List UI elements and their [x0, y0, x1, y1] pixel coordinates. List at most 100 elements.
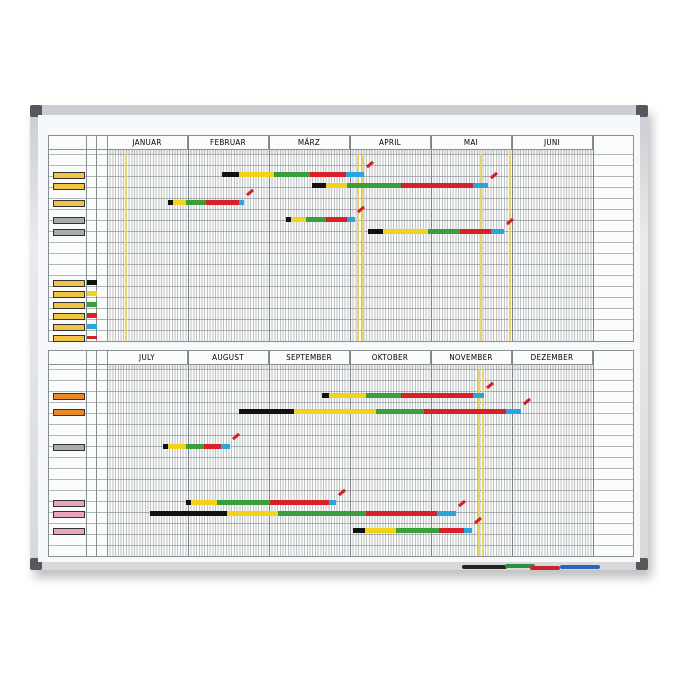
month-divider	[269, 136, 270, 341]
bar-segment-red[interactable]	[205, 200, 240, 205]
bar-segment-blue[interactable]	[473, 393, 484, 398]
legend-label-tag	[53, 302, 85, 309]
bar-segment-red[interactable]	[401, 393, 474, 398]
label-tag-yellow[interactable]	[53, 200, 85, 207]
bar-segment-blue[interactable]	[346, 217, 355, 222]
legend-label-tag	[53, 324, 85, 331]
legend-chip-arrow	[87, 336, 97, 339]
month-divider	[431, 351, 432, 556]
marker-pen[interactable]	[530, 566, 560, 570]
bar-segment-black[interactable]	[222, 172, 240, 177]
month-divider	[188, 351, 189, 556]
highlight-line	[124, 154, 127, 341]
label-tag-pink[interactable]	[53, 528, 85, 535]
bar-segment-black[interactable]	[186, 500, 192, 505]
marker-pen[interactable]	[560, 565, 600, 569]
month-divider	[350, 351, 351, 556]
label-tag-gray[interactable]	[53, 217, 85, 224]
legend-chip-blue	[87, 324, 97, 329]
bar-segment-red[interactable]	[269, 500, 329, 505]
label-rows	[49, 369, 107, 556]
bar-segment-green[interactable]	[273, 172, 311, 177]
bar-segment-green[interactable]	[306, 217, 326, 222]
bar-segment-red[interactable]	[366, 511, 437, 516]
bar-segment-black[interactable]	[311, 183, 326, 188]
legend-chip-green	[87, 302, 97, 307]
label-tag-pink[interactable]	[53, 511, 85, 518]
month-header: MAI	[431, 136, 512, 150]
bar-segment-red[interactable]	[401, 183, 474, 188]
bar-segment-black[interactable]	[353, 528, 366, 533]
bar-segment-green[interactable]	[427, 229, 461, 234]
bar-segment-green[interactable]	[346, 183, 402, 188]
bar-segment-blue[interactable]	[464, 528, 473, 533]
bar-segment-black[interactable]	[239, 409, 295, 414]
bar-segment-green[interactable]	[186, 444, 205, 449]
legend-label-tag	[53, 291, 85, 298]
label-tag-orange[interactable]	[53, 409, 85, 416]
month-divider	[512, 351, 513, 556]
bar-segment-blue[interactable]	[490, 229, 504, 234]
bar-segment-red[interactable]	[204, 444, 222, 449]
month-header: MÄRZ	[269, 136, 350, 150]
bar-segment-green[interactable]	[366, 393, 402, 398]
bar-segment-blue[interactable]	[345, 172, 364, 177]
bar-segment-yellow[interactable]	[325, 183, 347, 188]
legend-chip-yellow	[87, 291, 97, 296]
month-divider	[593, 351, 594, 556]
label-tag-gray[interactable]	[53, 229, 85, 236]
month-header: JULY	[107, 351, 188, 365]
label-tag-yellow[interactable]	[53, 183, 85, 190]
bar-segment-green[interactable]	[375, 409, 424, 414]
label-tag-pink[interactable]	[53, 500, 85, 507]
bar-segment-yellow[interactable]	[328, 393, 367, 398]
bar-segment-yellow[interactable]	[383, 229, 428, 234]
bar-segment-green[interactable]	[217, 500, 270, 505]
column-divider	[107, 351, 108, 556]
marker-pen[interactable]	[462, 565, 507, 569]
bar-segment-yellow[interactable]	[294, 409, 376, 414]
highlight-line	[362, 154, 365, 341]
bar-segment-green[interactable]	[277, 511, 367, 516]
marker-pen[interactable]	[505, 564, 535, 568]
bar-segment-green[interactable]	[186, 200, 206, 205]
bar-segment-yellow[interactable]	[239, 172, 274, 177]
label-tag-orange[interactable]	[53, 393, 85, 400]
bar-segment-black[interactable]	[162, 444, 168, 449]
bar-segment-yellow[interactable]	[290, 217, 307, 222]
bar-segment-red[interactable]	[460, 229, 491, 234]
bar-segment-yellow[interactable]	[191, 500, 218, 505]
month-divider	[431, 136, 432, 341]
bar-segment-black[interactable]	[149, 511, 227, 516]
bar-segment-black[interactable]	[167, 200, 173, 205]
bar-segment-yellow[interactable]	[226, 511, 278, 516]
month-divider	[512, 136, 513, 341]
month-header: SEPTEMBER	[269, 351, 350, 365]
frame-corner	[30, 105, 42, 117]
legend-label-tag	[53, 280, 85, 287]
bar-segment-yellow[interactable]	[365, 528, 397, 533]
month-divider	[188, 136, 189, 341]
bar-segment-black[interactable]	[286, 217, 291, 222]
bar-segment-black[interactable]	[321, 393, 329, 398]
bar-segment-red[interactable]	[439, 528, 465, 533]
bar-segment-green[interactable]	[396, 528, 440, 533]
bar-segment-blue[interactable]	[239, 200, 244, 205]
bar-segment-blue[interactable]	[221, 444, 231, 449]
bar-segment-red[interactable]	[325, 217, 347, 222]
bar-segment-blue[interactable]	[506, 409, 521, 414]
month-divider	[269, 351, 270, 556]
column-divider	[107, 136, 108, 341]
bar-segment-red[interactable]	[310, 172, 346, 177]
label-tag-gray[interactable]	[53, 444, 85, 451]
month-divider	[593, 136, 594, 341]
bar-segment-red[interactable]	[423, 409, 507, 414]
bar-segment-black[interactable]	[367, 229, 384, 234]
label-tag-yellow[interactable]	[53, 172, 85, 179]
bar-segment-blue[interactable]	[436, 511, 457, 516]
bar-segment-yellow[interactable]	[172, 200, 187, 205]
bar-segment-blue[interactable]	[328, 500, 337, 505]
bar-segment-blue[interactable]	[473, 183, 488, 188]
column-divider	[86, 351, 87, 556]
bar-segment-yellow[interactable]	[167, 444, 187, 449]
